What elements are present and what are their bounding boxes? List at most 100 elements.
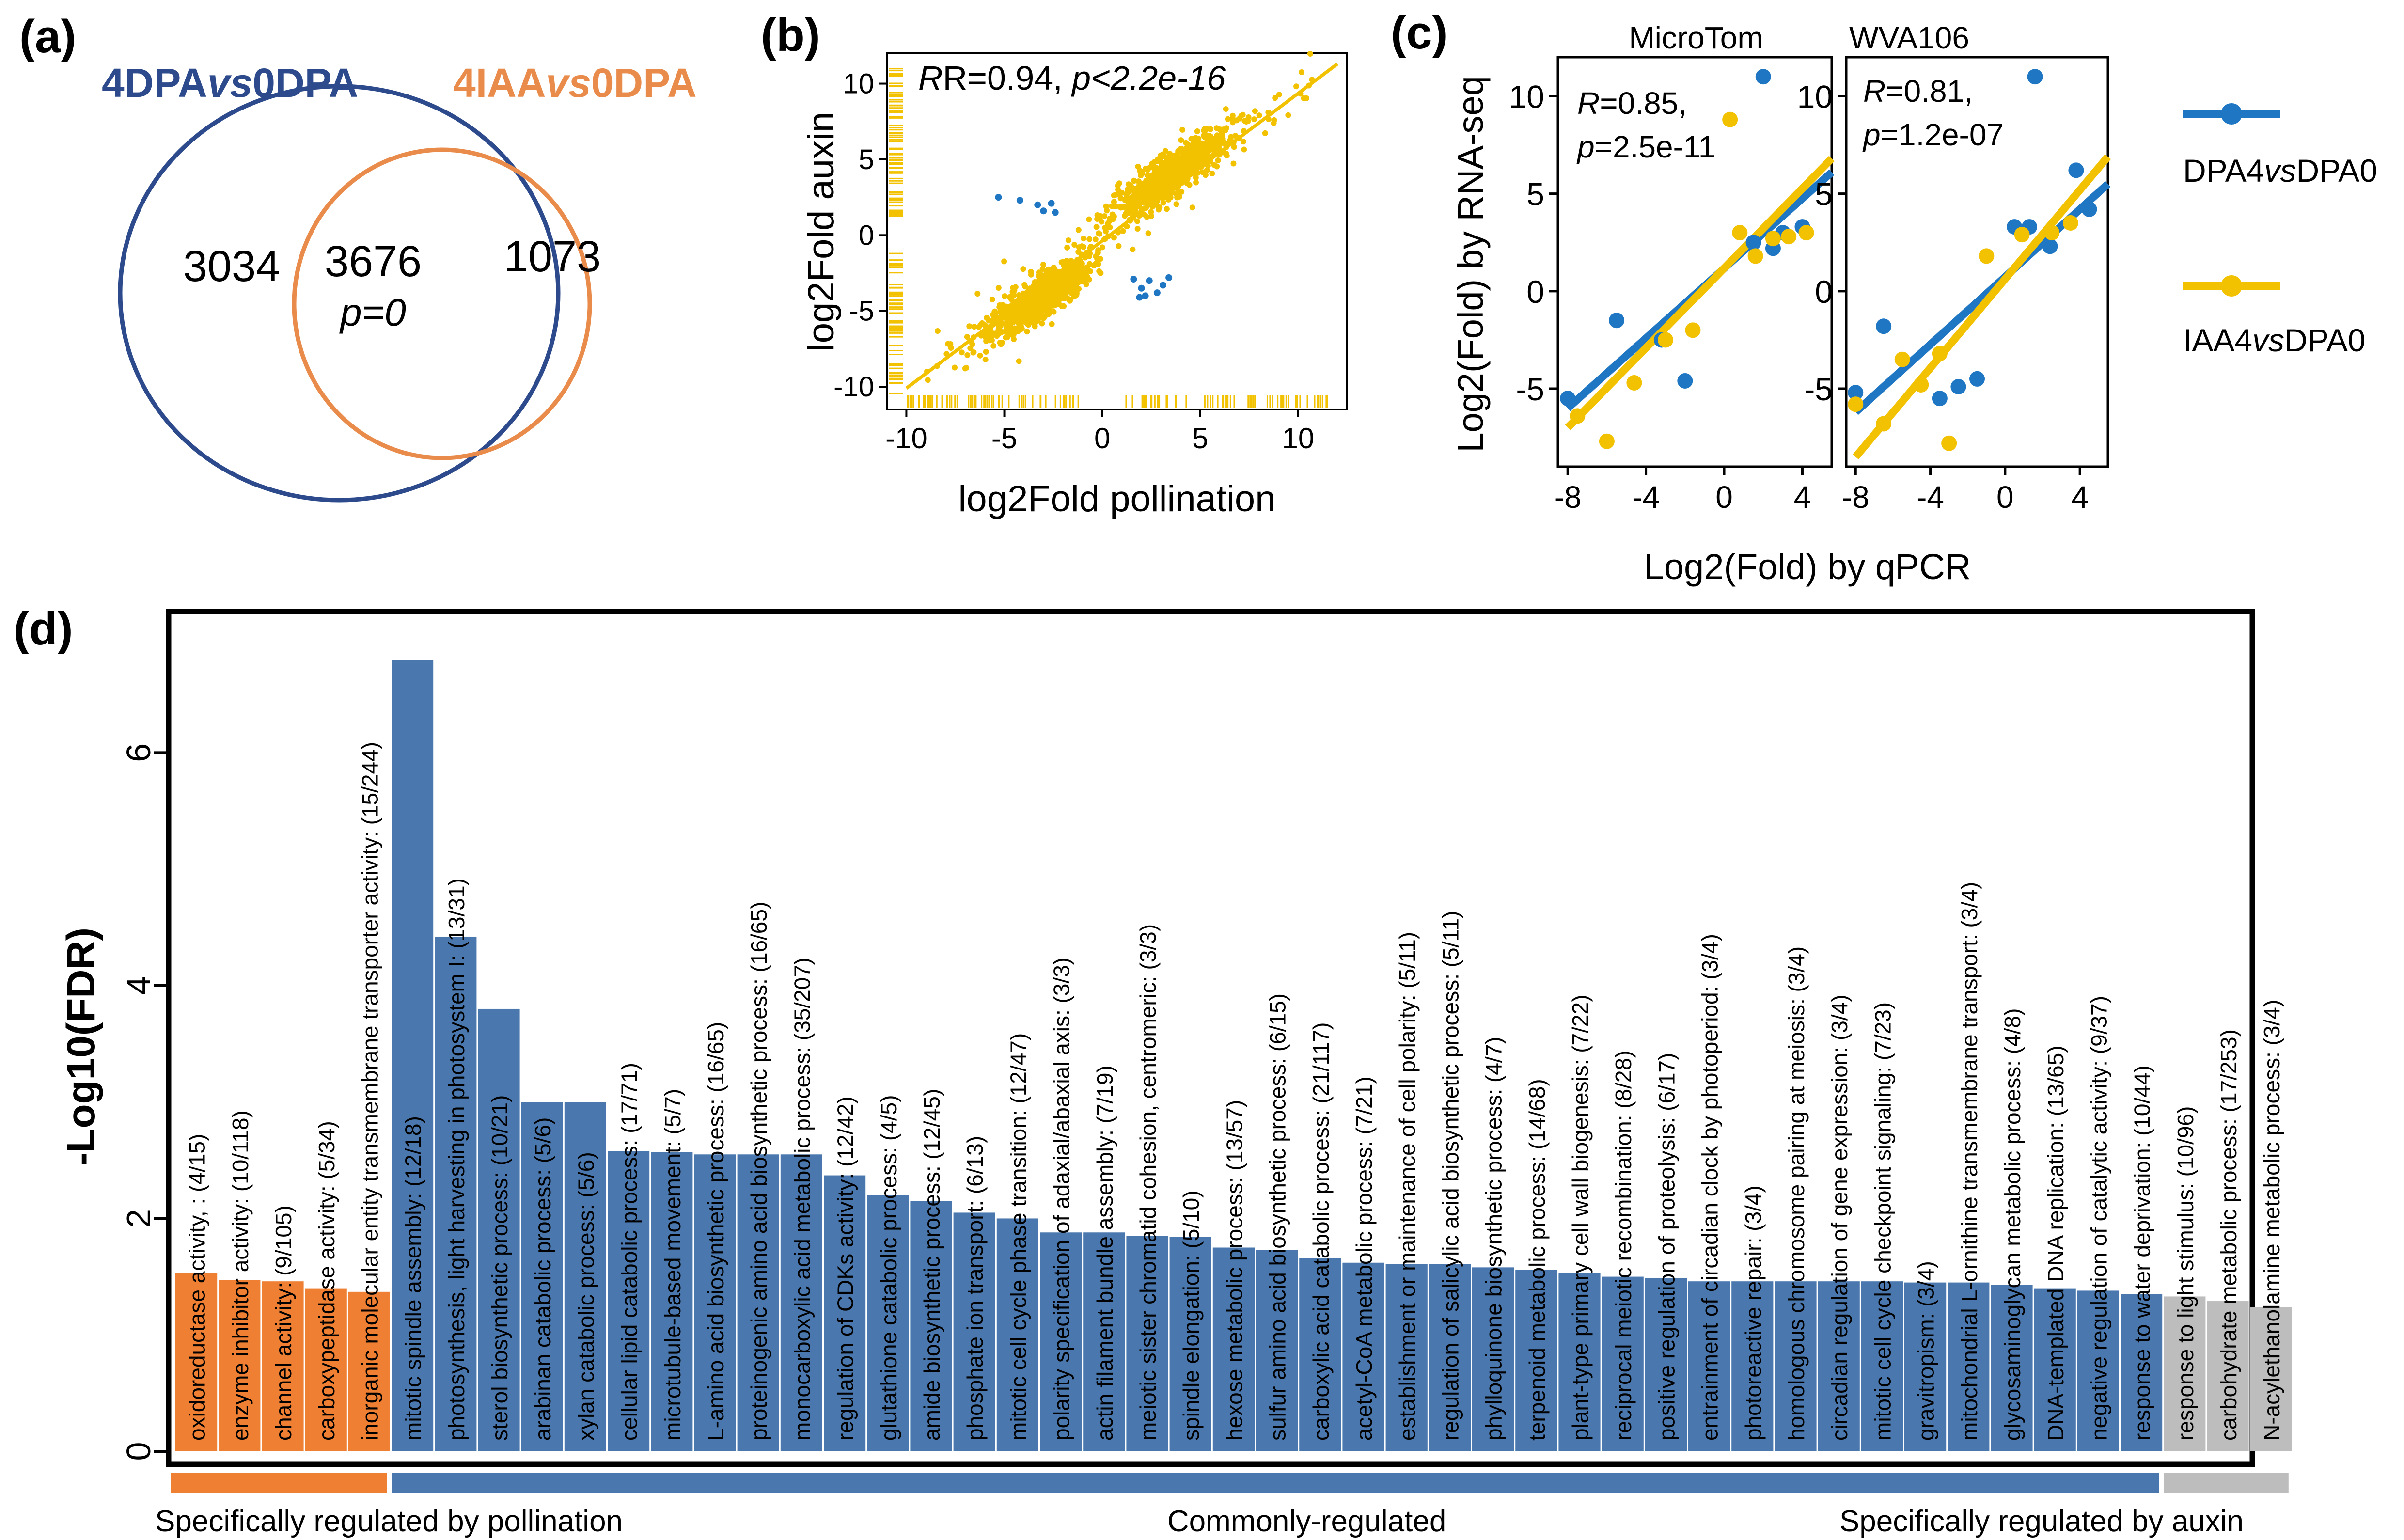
facet-fit-line-iaa [1565,156,1835,431]
scatter-b-point [982,356,989,362]
scatter-b-point [1231,144,1237,150]
scatter-b-point [1158,152,1164,158]
scatter-b-point [1111,235,1117,241]
scatter-b-point [1092,236,1099,243]
scatter-b-point [1099,219,1105,225]
bar-label: meiotic sister chromatid cohesion, centr… [1135,924,1161,1441]
scatter-b-point [1173,201,1179,207]
scatter-b-point [1215,157,1221,163]
scatter-b-point-blue [1142,292,1149,299]
facet-wva106-r: R=0.81, [1863,74,1973,109]
bar [1775,1281,1817,1451]
scatter-b-point [1154,188,1161,194]
bar-chart-ytick-label: 6 [120,743,157,762]
scatter-b-point [1081,272,1087,278]
scatter-c-xtick-label: 0 [1996,480,2014,515]
scatter-b-point [1031,309,1037,315]
scatter-b-point [1163,206,1170,212]
scatter-b-point-blue [1165,274,1173,281]
scatter-b-point [1209,136,1215,142]
bar [1299,1258,1341,1451]
bar-label: N-acylethanolamine metabolic process: (3… [2259,1000,2284,1441]
scatter-b-point [1071,241,1078,248]
facet-point-iaa [2062,215,2078,231]
scatter-b-point [1020,266,1026,272]
scatter-b-point [1301,95,1307,101]
group-strip-pollination [171,1473,387,1493]
facet-point-iaa [1599,433,1615,449]
scatter-b-point [1179,126,1186,133]
bar-chart-group-strips: Specifically regulated by pollination Com… [155,1473,2289,1538]
scatter-b-point [1189,204,1195,211]
bar-label: establishment or maintenance of cell pol… [1395,932,1420,1441]
bar-label: glutathione catabolic process: (4/5) [876,1095,901,1441]
facet-point-dpa [2081,201,2097,217]
scatter-b-point [1062,281,1068,287]
facet-point-iaa [1979,248,1995,264]
scatter-b-point [1160,200,1166,206]
facet-point-iaa [1932,346,1948,361]
scatter-c-xtick-label: -4 [1917,480,1944,515]
scatter-b-point [1086,236,1093,242]
scatter-b-rug [889,68,1328,408]
facet-point-iaa [1732,225,1748,241]
scatter-b-point [1148,213,1154,219]
scatter-b-frame [886,52,1348,410]
bar-label: inorganic molecular entity transmembrane… [357,742,382,1441]
facet-fit-line-iaa [1853,154,2111,460]
bar-label: circadian regulation of gene expression:… [1827,994,1852,1441]
bar-label: negative regulation of catalytic activit… [2086,996,2111,1441]
scatter-b-point [1229,119,1236,126]
scatter-b-point [1027,312,1033,318]
bar [1904,1282,1947,1451]
bar [219,1280,261,1451]
scatter-b-xtick-label: 5 [1192,422,1208,455]
bar [1688,1281,1730,1451]
facet-point-iaa [1685,322,1701,338]
scatter-b-point [962,365,968,372]
bar-label: cellular lipid catabolic process: (17/71… [617,1063,642,1441]
bar-label: response to light stimulus: (10/96) [2173,1106,2198,1441]
scatter-b-point [1174,194,1180,201]
scatter-b-point [1071,287,1077,293]
scatter-b-point [1052,282,1058,288]
bar-label: L-amino acid biosynthetic process: (16/6… [703,1022,728,1441]
scatter-b-point [1189,152,1195,158]
scatter-b-point [1068,297,1074,303]
scatter-b-point [967,345,974,351]
legend-dpa-label: DPA4vsDPA0 [2183,153,2377,189]
scatter-b-ytick-label: 0 [859,220,874,251]
scatter-b-x-axis: -10 -5 0 5 10 [885,409,1314,455]
facet-point-dpa [1876,318,1892,334]
bar [1731,1281,1774,1451]
scatter-b-point [1061,303,1067,309]
facet-point-dpa [1609,313,1625,329]
scatter-b-point [994,333,1000,339]
scatter-b-point [1041,315,1047,321]
scatter-c-ytick-label: 0 [1815,274,1833,310]
bar-label: reciprocal meiotic recombination: (8/28) [1611,1051,1636,1441]
scatter-b-point [1183,140,1189,146]
scatter-b-point [1076,270,1083,276]
bar-label: sulfur amino acid biosynthetic process: … [1265,993,1290,1441]
scatter-c-ytick-label: -5 [1804,371,1833,407]
scatter-b-point [1194,128,1200,135]
facet-wva106-p: p=1.2e-07 [1862,117,2004,152]
facet-point-dpa [1745,235,1761,251]
scatter-b-point [1036,269,1042,276]
scatter-b-point [1018,326,1024,332]
scatter-b-point [1007,294,1013,300]
scatter-b-point [1148,209,1154,215]
bar-label: amide biosynthetic process: (12/45) [919,1089,944,1441]
scatter-b-point [1165,173,1172,179]
scatter-b-point [1217,140,1224,146]
scatter-b-point [1123,191,1130,198]
scatter-b-point [1229,112,1236,119]
scatter-c-xtick-label: 4 [1794,480,1811,515]
scatter-b-point [1003,303,1009,310]
scatter-b-point [1285,112,1291,118]
bar [1256,1250,1298,1451]
bar [867,1195,909,1451]
scatter-b-point [1152,164,1159,171]
facet-wva106-plot [1848,69,2111,460]
